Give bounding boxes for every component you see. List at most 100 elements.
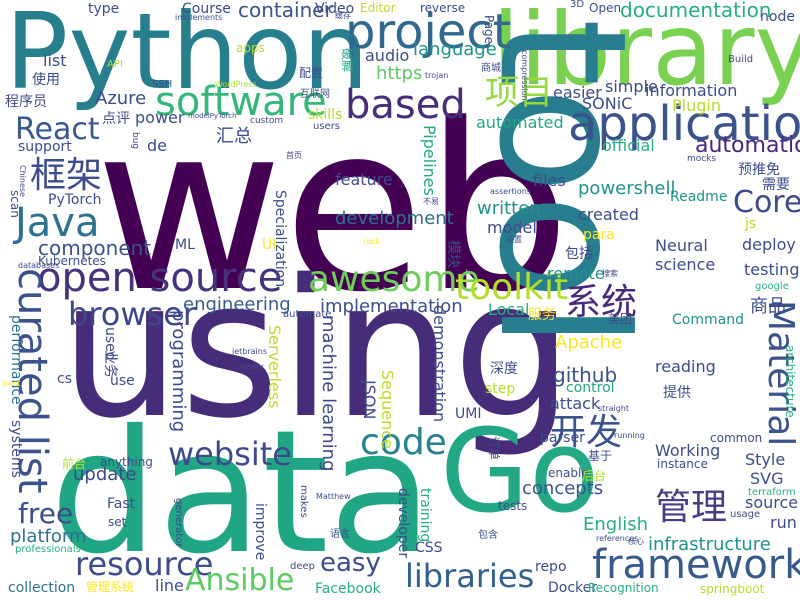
word-前台: 前台: [62, 457, 87, 471]
word-js: js: [745, 216, 757, 232]
word-api: API: [107, 59, 123, 70]
word-architecture: architecture: [783, 345, 797, 418]
word-powershell: powershell: [578, 178, 676, 199]
word-programming: programming: [168, 310, 189, 433]
word-official: official: [602, 136, 655, 155]
word-深度: 深度: [490, 361, 518, 377]
word-reading: reading: [655, 357, 716, 376]
word-商城: 商城: [481, 63, 501, 74]
word-readme: Readme: [670, 189, 728, 205]
word-automation: automation: [695, 133, 800, 158]
word-based: based: [345, 82, 466, 128]
word-github: github: [553, 363, 618, 387]
word-running: running: [614, 431, 645, 440]
word-首页: 首页: [286, 151, 302, 160]
word-power: power: [135, 108, 185, 127]
word-browser: browser: [68, 295, 197, 333]
word-点评: 点评: [102, 111, 130, 127]
word-written: written: [477, 198, 541, 219]
word-component: component: [38, 236, 152, 260]
word-resource: resource: [75, 545, 214, 583]
word-fast: Fast: [107, 496, 136, 512]
word-wordpress: WordPress: [215, 80, 257, 89]
word-software: software: [155, 79, 327, 125]
word-list: list: [43, 51, 67, 70]
word-libraries: libraries: [405, 557, 535, 595]
word-项目: 项目: [485, 73, 553, 113]
word-程序员: 程序员: [5, 94, 47, 110]
word-free: free: [18, 497, 74, 530]
word-collection: collection: [8, 580, 76, 596]
word-recognition: Recognition: [588, 581, 659, 595]
word-attack: attack: [550, 394, 601, 413]
word-umi: UMI: [455, 406, 482, 422]
word-using: using: [60, 239, 574, 460]
word-plugin: Plugin: [672, 96, 721, 115]
word-trojan: trojan: [425, 71, 449, 80]
word-automate: automate: [283, 309, 332, 320]
word-open: Open: [589, 1, 622, 15]
word-tests: tests: [498, 499, 528, 513]
word-local: Local: [488, 300, 530, 319]
word-run: run: [770, 513, 797, 532]
word-instance: instance: [657, 457, 708, 471]
word-best: best: [3, 379, 21, 388]
word-基于: 基于: [588, 449, 613, 463]
word-服务: 服务: [528, 307, 556, 323]
word-deep: deep: [290, 561, 315, 572]
word-performance: performance: [8, 315, 24, 405]
word-development: development: [335, 208, 454, 229]
word-核心: 核心: [628, 537, 644, 546]
word-apache: Apache: [555, 332, 623, 353]
word-美团: 美团: [608, 312, 633, 326]
word-汇总: 汇总: [216, 126, 252, 147]
word-common: common: [710, 431, 763, 445]
word-open-source: open source: [37, 255, 283, 301]
word-bug: bug: [130, 132, 140, 150]
word-azure: Azure: [95, 88, 147, 109]
word-系统: 系统: [565, 282, 638, 323]
word-simple: simple: [605, 77, 658, 96]
word-awesome: awesome: [308, 259, 480, 300]
word-repo: repo: [535, 559, 567, 575]
word-easier: easier: [553, 83, 602, 102]
word-管理: 管理: [655, 487, 728, 528]
word-training: training: [417, 488, 433, 543]
word-demonstration: demonstration: [430, 305, 449, 423]
word-references: references: [596, 534, 639, 543]
word-assertions: assertions: [490, 187, 531, 196]
word-https: https: [376, 63, 423, 84]
word-machine-learning: machine learning: [318, 315, 339, 472]
word-improve: improve: [252, 503, 268, 561]
word-anything: anything: [100, 455, 153, 469]
word-docker: Docker: [548, 580, 598, 596]
word-step: step: [485, 381, 516, 397]
word-预推免: 预推免: [738, 162, 780, 178]
word-搜索: 搜索: [602, 269, 618, 278]
word-mocks: mocks: [687, 154, 717, 164]
word-code: code: [360, 422, 447, 463]
word-业务: 业务: [102, 350, 118, 378]
word-python: Python: [5, 0, 369, 113]
word-sequence: Sequence: [378, 370, 397, 449]
word-react: React: [15, 112, 100, 147]
word-makes: makes: [298, 485, 309, 518]
word-skills: skills: [308, 107, 343, 123]
word-破解: 破解: [340, 48, 354, 73]
word-语言: 语言: [330, 529, 350, 540]
word-line: line: [155, 576, 184, 595]
word-testing: testing: [744, 260, 800, 279]
word-serverless: Serverless: [265, 325, 284, 409]
word-control: control: [566, 380, 615, 396]
word-go: Go: [440, 405, 600, 539]
word-配置: 配置: [299, 66, 324, 80]
word-data: data: [50, 394, 433, 592]
word-working: Working: [655, 441, 721, 460]
word-usage: usage: [730, 509, 761, 520]
word-english: English: [583, 514, 648, 535]
word-apps: apps: [236, 41, 265, 55]
word-feature: feature: [335, 170, 393, 189]
word-neural: Neural: [655, 236, 708, 255]
word-platform: platform: [10, 526, 87, 547]
word-engineering: engineering: [183, 294, 291, 315]
